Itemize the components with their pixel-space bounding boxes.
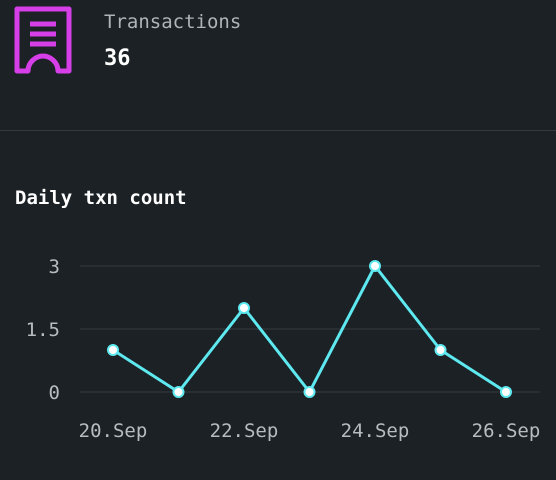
- stat-value: 36: [104, 46, 131, 71]
- chart-title: Daily txn count: [15, 187, 187, 209]
- data-point[interactable]: [434, 344, 447, 356]
- data-point[interactable]: [369, 260, 381, 272]
- data-point[interactable]: [107, 344, 119, 356]
- series-layer: [107, 260, 512, 398]
- data-point[interactable]: [303, 386, 316, 398]
- section-divider: [0, 130, 556, 131]
- receipt-icon: [14, 6, 72, 74]
- stat-label: Transactions: [104, 11, 242, 33]
- data-point[interactable]: [238, 302, 250, 314]
- y-axis-labels: 01.53: [26, 256, 60, 404]
- y-tick-label: 1.5: [26, 319, 60, 341]
- x-tick-label: 26.Sep: [472, 420, 541, 442]
- y-tick-label: 3: [49, 256, 60, 278]
- data-point[interactable]: [172, 386, 185, 398]
- x-tick-label: 24.Sep: [341, 420, 410, 442]
- data-point[interactable]: [500, 386, 512, 398]
- x-axis-labels: 20.Sep 22.Sep 24.Sep 26.Sep: [79, 420, 541, 442]
- x-tick-label: 22.Sep: [210, 420, 279, 442]
- y-tick-label: 0: [49, 382, 60, 404]
- x-tick-label: 20.Sep: [79, 420, 148, 442]
